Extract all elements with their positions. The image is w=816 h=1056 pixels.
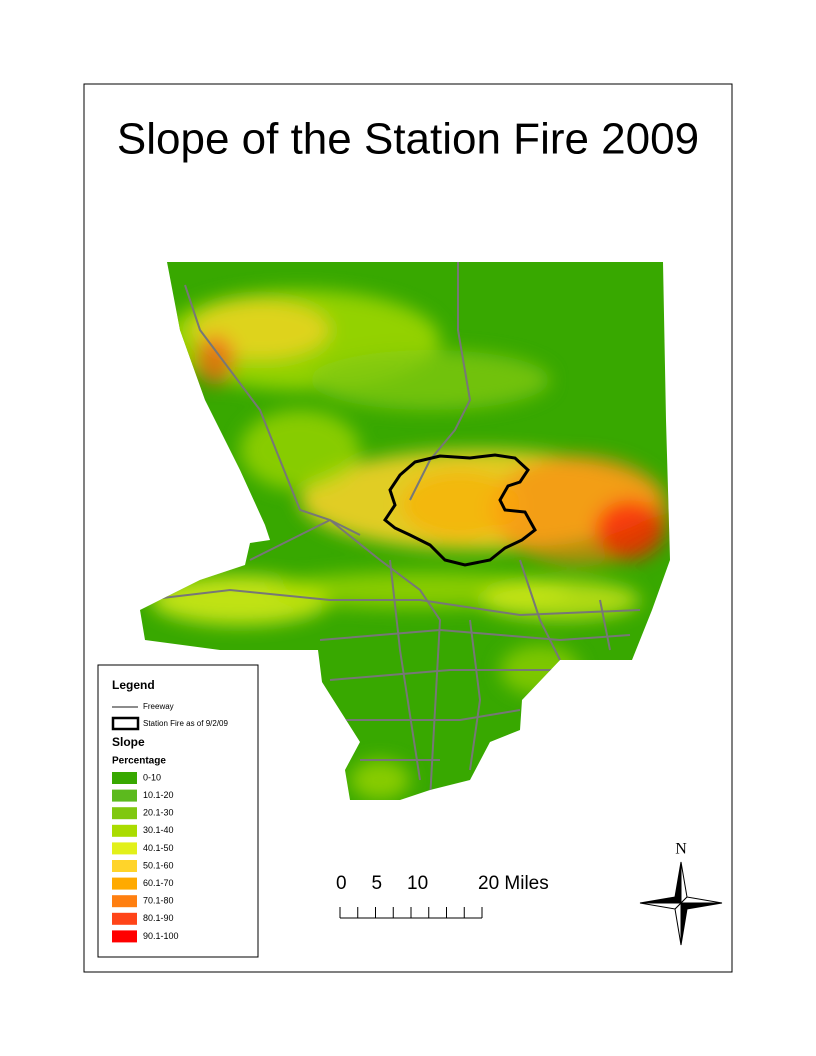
scale-label: 20 Miles (478, 873, 549, 894)
legend-fire: Station Fire as of 9/2/09 (143, 719, 228, 728)
legend-swatch (112, 789, 137, 802)
legend-slope-subtitle: Percentage (112, 756, 166, 767)
legend-class-label: 50.1-60 (143, 860, 174, 870)
scale-label: 10 (407, 873, 428, 894)
legend-class-label: 90.1-100 (143, 931, 179, 941)
legend-class-label: 40.1-50 (143, 843, 174, 853)
freeways (144, 262, 641, 800)
fire-symbol (111, 716, 140, 731)
legend-swatch (112, 807, 137, 820)
scale-label: 5 (372, 873, 383, 894)
legend-class-label: 70.1-80 (143, 896, 174, 906)
legend-class-label: 20.1-30 (143, 808, 174, 818)
fire-perimeter (382, 453, 537, 567)
north-label: N (675, 841, 687, 858)
legend-class-label: 0-10 (143, 772, 161, 782)
legend-class-label: 30.1-40 (143, 825, 174, 835)
legend-title: Legend (112, 678, 155, 692)
legend-swatch (112, 772, 137, 784)
legend-freeway: Freeway (143, 702, 174, 711)
legend-swatch (112, 877, 137, 890)
legend-class-label: 80.1-90 (143, 913, 174, 923)
map-title: Slope of the Station Fire 2009 (117, 115, 699, 164)
legend-box (97, 664, 259, 958)
legend-swatch (112, 860, 137, 872)
legend-slope-title: Slope (112, 735, 145, 749)
legend-class-label: 10.1-20 (143, 790, 174, 800)
legend-swatch (112, 824, 137, 837)
north-arrow: N (639, 841, 723, 946)
legend-class-label: 60.1-70 (143, 878, 174, 888)
legend-swatch (112, 930, 137, 943)
legend-swatch (112, 842, 137, 855)
legend-swatch (112, 912, 137, 925)
legend-swatch (112, 895, 137, 908)
scale-bar: 0 5 10 20 Miles (336, 873, 549, 919)
scale-label: 0 (336, 873, 347, 894)
legend: Legend Freeway Station Fire as of 9/2/09… (97, 664, 259, 958)
